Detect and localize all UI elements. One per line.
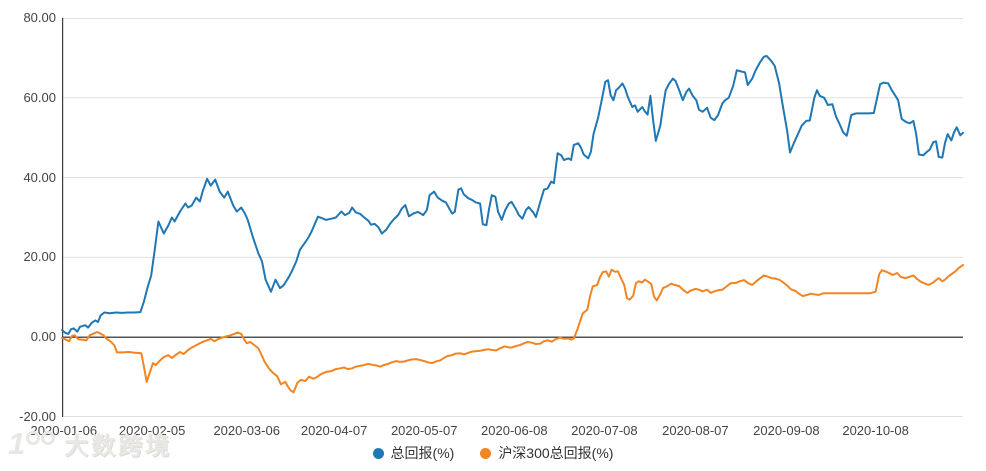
y-axis-tick-label: 80.00	[23, 10, 56, 25]
line-chart-plot	[61, 18, 964, 417]
x-axis-tick-label: 2020-06-08	[481, 423, 548, 438]
legend-label-total-return: 总回报(%)	[390, 445, 455, 461]
x-axis-tick-label: 2020-05-07	[390, 423, 458, 438]
legend-item-csi300-total-return[interactable]: 沪深300总回报(%)	[480, 443, 613, 463]
x-axis-tick-label: 2020-10-08	[842, 423, 909, 438]
legend-dot-orange-icon	[480, 447, 492, 459]
x-axis-tick-label: 2020-01-06	[30, 423, 98, 438]
legend-item-total-return[interactable]: 总回报(%)	[372, 443, 455, 463]
x-axis-tick-label: 2020-09-08	[753, 423, 820, 438]
x-axis-tick-label: 2020-08-07	[662, 423, 729, 438]
legend-label-csi300-total-return: 沪深300总回报(%)	[498, 445, 614, 461]
x-axis-tick-label: 2020-02-05	[118, 423, 186, 438]
legend-dot-blue-icon	[372, 447, 384, 459]
y-axis-tick-label: 0.00	[30, 329, 56, 345]
chart-legend: 总回报(%) 沪深300总回报(%)	[0, 443, 986, 463]
x-axis-tick-label: 2020-03-06	[213, 423, 280, 438]
y-axis-tick-label: 40.00	[23, 169, 56, 185]
y-axis-tick-label: 60.00	[23, 89, 56, 105]
x-axis-tick-label: 2020-07-08	[571, 423, 638, 438]
y-axis-tick-label: -20.00	[19, 409, 56, 424]
y-axis-tick-label: 20.00	[23, 249, 56, 265]
x-axis-tick-label: 2020-04-07	[300, 423, 368, 438]
